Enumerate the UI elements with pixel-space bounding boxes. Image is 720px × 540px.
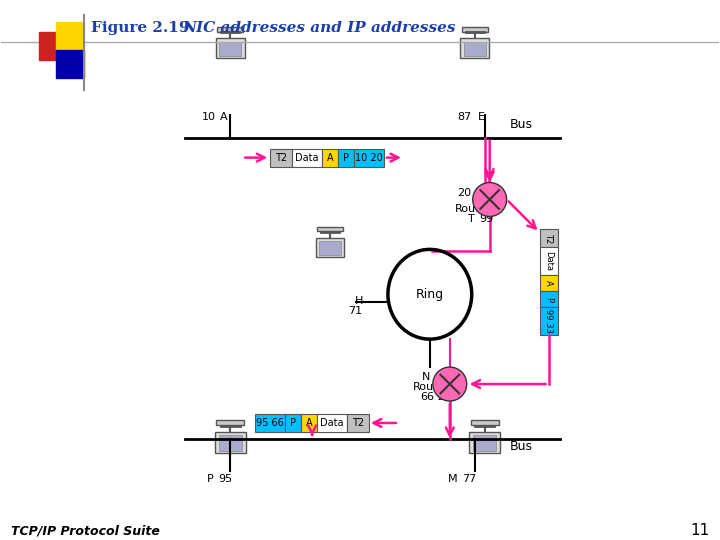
Text: P: P <box>343 153 349 163</box>
Bar <box>285 414 301 432</box>
FancyBboxPatch shape <box>219 435 242 451</box>
FancyBboxPatch shape <box>464 42 485 56</box>
Bar <box>256 414 285 432</box>
Text: Router: Router <box>413 382 450 392</box>
FancyBboxPatch shape <box>319 241 341 255</box>
Text: Ring: Ring <box>415 288 444 301</box>
Text: 95: 95 <box>218 474 233 484</box>
Text: Bus: Bus <box>510 118 533 131</box>
Bar <box>338 148 354 166</box>
FancyBboxPatch shape <box>461 38 489 58</box>
Text: 95 66: 95 66 <box>256 418 284 428</box>
Text: 77: 77 <box>462 474 476 484</box>
FancyBboxPatch shape <box>471 420 499 425</box>
Text: Bus: Bus <box>510 441 533 454</box>
Text: 10: 10 <box>202 112 215 122</box>
Bar <box>270 148 292 166</box>
Bar <box>539 291 557 307</box>
Text: 11: 11 <box>690 523 709 538</box>
Bar <box>347 414 369 432</box>
Text: P: P <box>544 296 553 302</box>
Bar <box>539 230 557 247</box>
Text: 99 33: 99 33 <box>544 309 553 333</box>
Text: E: E <box>477 112 485 122</box>
Text: 87: 87 <box>457 112 472 122</box>
FancyBboxPatch shape <box>220 42 241 56</box>
Text: T2: T2 <box>544 233 553 244</box>
Text: Data: Data <box>295 153 319 163</box>
Text: H: H <box>355 296 364 306</box>
Text: 99: 99 <box>480 214 494 225</box>
Text: A: A <box>306 418 312 428</box>
Bar <box>39 32 67 60</box>
Text: A: A <box>220 112 228 122</box>
Text: 71: 71 <box>348 306 362 316</box>
Bar <box>539 275 557 291</box>
Bar <box>301 414 317 432</box>
Text: M: M <box>448 474 458 484</box>
Bar <box>354 148 384 166</box>
Bar <box>55 22 84 50</box>
Text: T2: T2 <box>352 418 364 428</box>
Text: Data: Data <box>544 251 553 271</box>
Text: N: N <box>421 372 430 382</box>
Text: Data: Data <box>320 418 344 428</box>
FancyBboxPatch shape <box>469 432 500 453</box>
Text: TCP/IP Protocol Suite: TCP/IP Protocol Suite <box>11 524 160 537</box>
Text: A: A <box>327 153 333 163</box>
Text: P: P <box>207 474 213 484</box>
Text: Z: Z <box>438 392 446 402</box>
FancyBboxPatch shape <box>462 27 487 32</box>
Text: NIC addresses and IP addresses: NIC addresses and IP addresses <box>182 21 456 35</box>
Text: Figure 2.19: Figure 2.19 <box>91 21 189 35</box>
FancyBboxPatch shape <box>316 238 344 258</box>
FancyBboxPatch shape <box>216 38 245 58</box>
Text: T: T <box>468 214 474 225</box>
Bar <box>539 247 557 275</box>
Text: 33: 33 <box>435 372 449 382</box>
Bar <box>322 148 338 166</box>
Bar <box>55 50 84 78</box>
Text: T2: T2 <box>275 153 287 163</box>
Text: 66: 66 <box>420 392 434 402</box>
Text: 20: 20 <box>458 187 472 198</box>
Bar <box>539 307 557 335</box>
FancyBboxPatch shape <box>216 420 244 425</box>
Circle shape <box>473 183 507 217</box>
Bar <box>292 148 322 166</box>
FancyBboxPatch shape <box>317 227 343 232</box>
Text: Router: Router <box>455 205 492 214</box>
FancyBboxPatch shape <box>217 27 243 32</box>
Bar <box>317 414 347 432</box>
Text: 10 20: 10 20 <box>355 153 383 163</box>
FancyBboxPatch shape <box>473 435 496 451</box>
Text: F: F <box>477 187 484 198</box>
Circle shape <box>433 367 467 401</box>
FancyBboxPatch shape <box>215 432 246 453</box>
Text: A: A <box>544 280 553 286</box>
Text: P: P <box>290 418 296 428</box>
